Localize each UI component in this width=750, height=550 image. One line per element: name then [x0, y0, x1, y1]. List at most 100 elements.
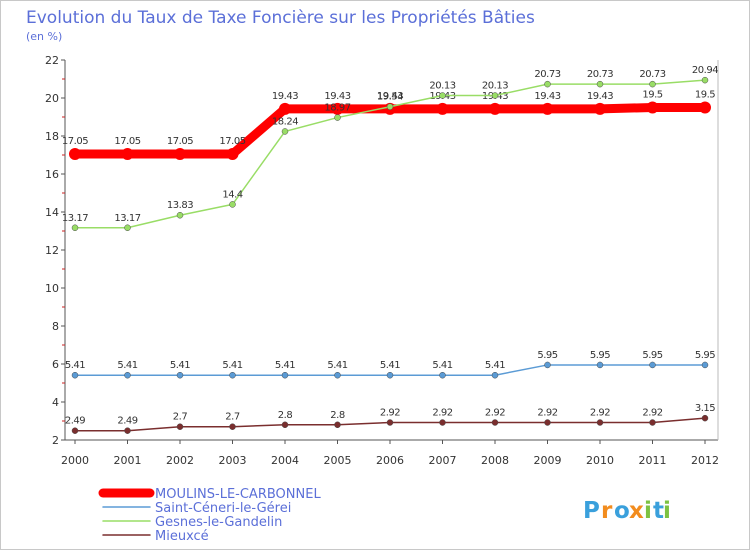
- x-tick-label: 2011: [639, 454, 667, 467]
- x-tick-label: 2004: [271, 454, 299, 467]
- data-point: [701, 361, 709, 369]
- x-tick-label: 2001: [114, 454, 142, 467]
- y-tick-label: 12: [45, 244, 59, 257]
- legend: MOULINS-LE-CARBONNELSaint-Céneri-le-Gére…: [98, 487, 321, 544]
- data-label: 2.7: [173, 412, 188, 423]
- data-point: [596, 361, 604, 369]
- series-2: 13.17 13.17 13.83 14.4 18.24 18.97 19.54 20.13 2…: [62, 65, 719, 232]
- data-label: 5.95: [642, 350, 662, 361]
- logo-letter: P: [583, 498, 600, 524]
- data-label: 19.5: [695, 90, 715, 101]
- data-label: 5.95: [537, 350, 557, 361]
- data-point: [71, 427, 79, 434]
- data-label: 2.92: [432, 408, 452, 419]
- data-label: 17.05: [219, 136, 245, 147]
- data-label: 3.15: [695, 403, 715, 414]
- data-point: [491, 92, 499, 99]
- y-tick-label: 6: [52, 358, 59, 371]
- data-point: [386, 419, 394, 426]
- data-label: 13.17: [114, 213, 140, 224]
- data-label: 2.92: [537, 408, 557, 419]
- data-label: 2.7: [225, 412, 240, 423]
- data-point: [436, 102, 449, 115]
- axes: 2 4 6 8 10 12 14 16 18 20 22 2000 2001 2002 2003 2004 20…: [45, 54, 719, 467]
- data-label: 5.41: [432, 360, 452, 371]
- series-3: 2.49 2.49 2.7 2.7 2.8 2.8 2.92 2.92 2.92 2.92 2.92…: [65, 403, 716, 434]
- data-label: 5.41: [222, 360, 242, 371]
- data-point: [124, 224, 131, 232]
- data-point: [334, 114, 341, 121]
- x-tick-label: 2005: [324, 454, 352, 467]
- chart-subtitle: (en %): [26, 30, 62, 43]
- y-tick-label: 18: [45, 130, 59, 143]
- data-point: [386, 103, 394, 110]
- data-label: 5.41: [485, 360, 505, 371]
- data-label: 20.73: [534, 69, 560, 80]
- data-point: [386, 371, 394, 379]
- y-tick-label: 20: [45, 92, 59, 105]
- legend-label-0: MOULINS-LE-CARBONNEL: [155, 487, 321, 502]
- data-label: 19.43: [272, 91, 298, 102]
- data-label: 19.43: [377, 91, 403, 102]
- y-tick-label: 4: [52, 396, 59, 409]
- x-tick-label: 2009: [534, 454, 562, 467]
- data-label: 5.95: [590, 350, 610, 361]
- data-label: 2.49: [117, 416, 137, 427]
- data-label: 2.8: [330, 410, 345, 421]
- chart-title: Evolution du Taux de Taxe Foncière sur l…: [26, 8, 535, 28]
- data-point: [649, 419, 656, 426]
- data-label: 2.92: [642, 408, 662, 419]
- data-point: [701, 76, 709, 84]
- data-label: 13.83: [167, 200, 193, 211]
- data-label: 2.92: [485, 408, 505, 419]
- data-point: [281, 371, 289, 379]
- logo-letter: o: [614, 498, 630, 524]
- data-point: [281, 421, 289, 429]
- data-point: [491, 371, 499, 379]
- x-tick-label: 2003: [219, 454, 247, 467]
- data-point: [124, 371, 131, 379]
- data-point: [174, 148, 186, 161]
- y-tick-label: 8: [52, 320, 59, 333]
- data-label: 5.41: [117, 360, 137, 371]
- logo-letter: t: [653, 498, 664, 524]
- x-tick-label: 2012: [691, 454, 719, 467]
- data-label: 14.4: [222, 189, 242, 200]
- data-label: 20.73: [639, 69, 665, 80]
- data-point: [544, 361, 551, 369]
- data-point: [334, 371, 341, 379]
- data-point: [489, 102, 501, 115]
- x-tick-label: 2002: [166, 454, 194, 467]
- data-label: 5.41: [170, 360, 190, 371]
- logo-letter: i: [644, 498, 652, 524]
- data-point: [649, 361, 656, 369]
- data-label: 5.41: [65, 360, 85, 371]
- data-label: 19.5: [642, 90, 662, 101]
- data-label: 2.92: [590, 408, 610, 419]
- data-point: [331, 102, 344, 115]
- data-point: [176, 211, 184, 219]
- data-label: 5.41: [380, 360, 400, 371]
- data-point: [439, 92, 446, 99]
- data-point: [646, 101, 659, 114]
- data-label: 19.43: [534, 91, 560, 102]
- data-point: [279, 102, 291, 115]
- data-label: 5.41: [275, 360, 295, 371]
- data-label: 13.17: [62, 213, 88, 224]
- data-point: [596, 419, 604, 426]
- data-point: [229, 201, 236, 208]
- data-label: 19.54: [377, 92, 403, 103]
- data-point: [71, 224, 79, 232]
- series-layer: 17.05 17.05 17.05 17.05 19.43 19.43 19.43 19.43…: [62, 65, 719, 434]
- data-label: 20.13: [482, 81, 508, 92]
- data-label: 17.05: [62, 136, 88, 147]
- data-point: [124, 427, 131, 434]
- x-tick-label: 2006: [376, 454, 404, 467]
- data-point: [176, 371, 184, 379]
- data-point: [439, 419, 446, 426]
- x-tick-label: 2010: [586, 454, 614, 467]
- data-point: [176, 423, 184, 430]
